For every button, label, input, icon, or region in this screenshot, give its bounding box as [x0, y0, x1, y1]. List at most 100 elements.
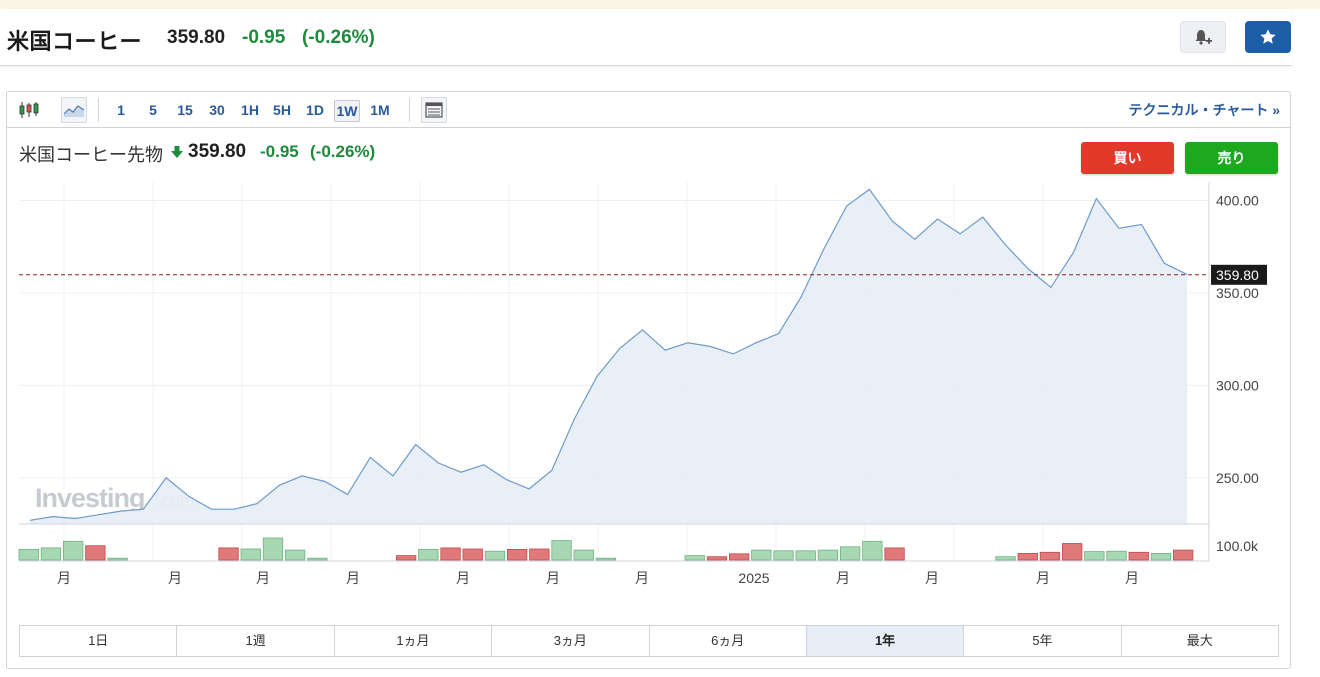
volume-bar [284, 549, 306, 561]
technical-chart-link[interactable]: テクニカル・チャート » [1128, 102, 1280, 118]
data-table-button[interactable] [421, 97, 447, 123]
volume-bar [862, 540, 883, 561]
toolbar-divider [409, 98, 410, 122]
x-tick-label: 月 [456, 570, 470, 586]
interval-1m[interactable]: 1M [370, 102, 390, 118]
price-area [30, 189, 1187, 524]
candlestick-icon [19, 102, 39, 118]
x-tick-label: 月 [1125, 570, 1139, 586]
volume-bar [1039, 551, 1061, 561]
chart-widget: 1 5 15 30 1H 5H 1D 1W 1M テクニカル・チャート » 40… [6, 91, 1291, 669]
volume-bar [706, 556, 728, 561]
instrument-change: -0.95 [242, 27, 286, 48]
add-alert-button[interactable] [1180, 21, 1226, 53]
instrument-price: 359.80 [167, 27, 226, 48]
range-tab[interactable]: 6ヵ月 [650, 626, 807, 656]
volume-bar [1128, 551, 1149, 561]
volume-bar [1017, 552, 1038, 561]
area-chart-button[interactable] [61, 97, 87, 123]
volume-bar [795, 550, 816, 561]
volume-bar [551, 540, 572, 561]
volume-bar [1173, 549, 1194, 561]
volume-bar [729, 553, 750, 561]
interval-5h[interactable]: 5H [273, 102, 291, 118]
interval-1h[interactable]: 1H [241, 102, 259, 118]
range-tab[interactable]: 最大 [1186, 633, 1213, 648]
y-tick-label: 350.00 [1216, 285, 1259, 301]
volume-bar [595, 557, 617, 561]
volume-bar [995, 556, 1016, 561]
volume-bar [1062, 543, 1083, 561]
last-price-label: 359.80 [1216, 267, 1259, 283]
volume-bar [484, 550, 506, 561]
volume-bar [529, 548, 550, 561]
volume-bar [85, 545, 106, 561]
volume-bar [684, 555, 705, 561]
toolbar-divider [98, 98, 99, 122]
interval-15[interactable]: 15 [177, 102, 193, 118]
instrument-change-pct: (-0.26%) [302, 27, 375, 48]
interval-1[interactable]: 1 [117, 102, 125, 118]
x-tick-label: 月 [546, 570, 560, 586]
volume-bar [773, 550, 794, 561]
volume-bar [840, 546, 861, 561]
y-tick-label: 300.00 [1216, 377, 1259, 393]
volume-bar [418, 548, 439, 561]
range-tab[interactable]: 1日 [20, 626, 178, 656]
interval-30[interactable]: 30 [209, 102, 225, 118]
x-tick-label: 2025 [738, 570, 769, 586]
volume-bar [1084, 551, 1105, 561]
volume-bar [107, 557, 128, 561]
x-tick-label: 月 [57, 570, 71, 586]
x-tick-label: 月 [256, 570, 270, 586]
volume-bar [884, 547, 905, 561]
volume-bar [18, 548, 39, 561]
volume-bar [40, 547, 62, 561]
sell-button[interactable]: 売り [1185, 142, 1278, 174]
volume-bar [262, 537, 284, 561]
interval-1d[interactable]: 1D [306, 102, 324, 118]
range-tab[interactable]: 3ヵ月 [492, 626, 650, 656]
chart-legend-change-pct: (-0.26%) [310, 142, 376, 161]
volume-bar [462, 548, 483, 561]
down-arrow-icon [171, 146, 183, 158]
interval-1w[interactable]: 1W [334, 100, 360, 122]
add-to-watchlist-button[interactable] [1245, 21, 1291, 53]
y-tick-label: 400.00 [1216, 192, 1259, 208]
volume-bar [1150, 552, 1172, 561]
area-chart-icon [63, 105, 85, 117]
x-tick-label: 月 [836, 570, 850, 586]
x-tick-label: 月 [635, 570, 649, 586]
x-tick-label: 月 [1036, 570, 1050, 586]
star-icon [1260, 29, 1276, 44]
candlestick-chart-button[interactable] [16, 97, 42, 123]
range-tab[interactable]: 1週 [177, 626, 335, 656]
volume-bar [440, 547, 461, 561]
table-icon [425, 102, 443, 118]
volume-bar [240, 548, 261, 561]
x-tick-label: 月 [168, 570, 182, 586]
volume-bar [307, 557, 328, 561]
volume-bar [218, 547, 239, 561]
x-tick-label: 月 [925, 570, 939, 586]
range-tab[interactable]: 1ヵ月 [335, 626, 493, 656]
buy-button[interactable]: 買い [1081, 142, 1174, 174]
volume-bar [506, 548, 528, 561]
investing-watermark: Investing [35, 483, 145, 513]
instrument-header: 米国コーヒー 359.80 -0.95 (-0.26%) [0, 9, 1292, 66]
bell-plus-icon [1195, 30, 1212, 45]
chart-legend-change: -0.95 [260, 142, 299, 161]
x-tick-label: 月 [346, 570, 360, 586]
last-price-tag [1211, 264, 1267, 285]
volume-bar [395, 555, 417, 561]
volume-bar [751, 549, 772, 561]
range-tab[interactable]: 5年 [964, 626, 1122, 656]
volume-axis-label: 100.0k [1216, 538, 1259, 554]
volume-bar [63, 540, 84, 561]
price-line [29, 188, 1188, 521]
interval-5[interactable]: 5 [149, 102, 157, 118]
volume-bar [1106, 550, 1127, 561]
range-tab[interactable]: 1年 [806, 626, 965, 656]
volume-bar [817, 549, 839, 561]
chart-legend-name: 米国コーヒー先物 [19, 145, 163, 165]
